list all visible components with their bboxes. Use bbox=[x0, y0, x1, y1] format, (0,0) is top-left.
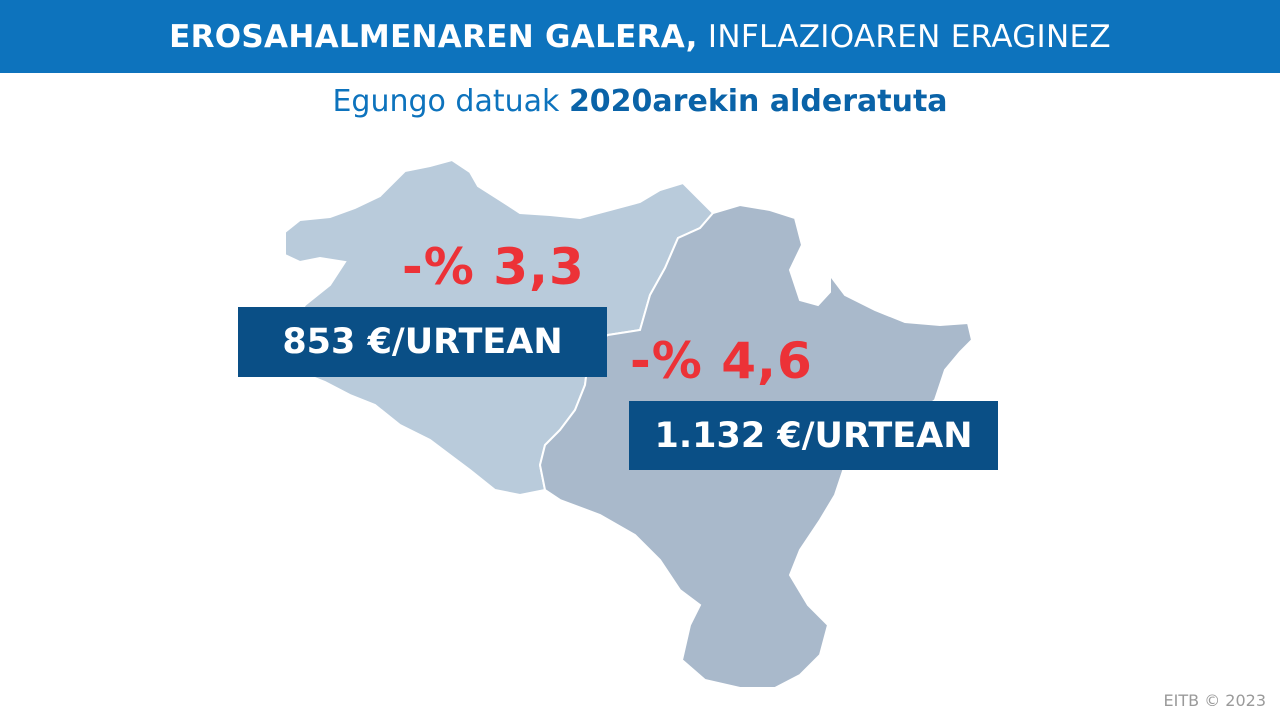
subtitle: Egungo datuak 2020arekin alderatuta bbox=[0, 84, 1280, 119]
region-east-amount-label: 1.132 €/URTEAN bbox=[654, 415, 973, 456]
region-west-amount-box: 853 €/URTEAN bbox=[238, 307, 607, 377]
header-title-bold: EROSAHALMENAREN GALERA, bbox=[169, 18, 698, 55]
subtitle-bold: 2020arekin alderatuta bbox=[568, 84, 948, 119]
region-east-amount-box: 1.132 €/URTEAN bbox=[629, 401, 998, 470]
header-bar: EROSAHALMENAREN GALERA, INFLAZIOAREN ERA… bbox=[0, 0, 1280, 73]
header-title-light: INFLAZIOAREN ERAGINEZ bbox=[707, 18, 1111, 55]
region-west-percent-label: -% 3,3 bbox=[402, 238, 585, 296]
credit-text: EITB © 2023 bbox=[1163, 691, 1266, 710]
region-east-percent-label: -% 4,6 bbox=[630, 332, 813, 390]
region-west-amount-label: 853 €/URTEAN bbox=[282, 322, 563, 362]
subtitle-regular: Egungo datuak bbox=[332, 84, 560, 119]
